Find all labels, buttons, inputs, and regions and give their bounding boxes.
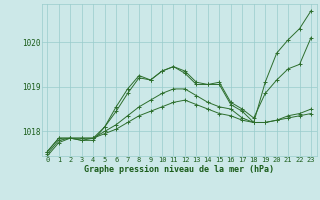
X-axis label: Graphe pression niveau de la mer (hPa): Graphe pression niveau de la mer (hPa)	[84, 165, 274, 174]
